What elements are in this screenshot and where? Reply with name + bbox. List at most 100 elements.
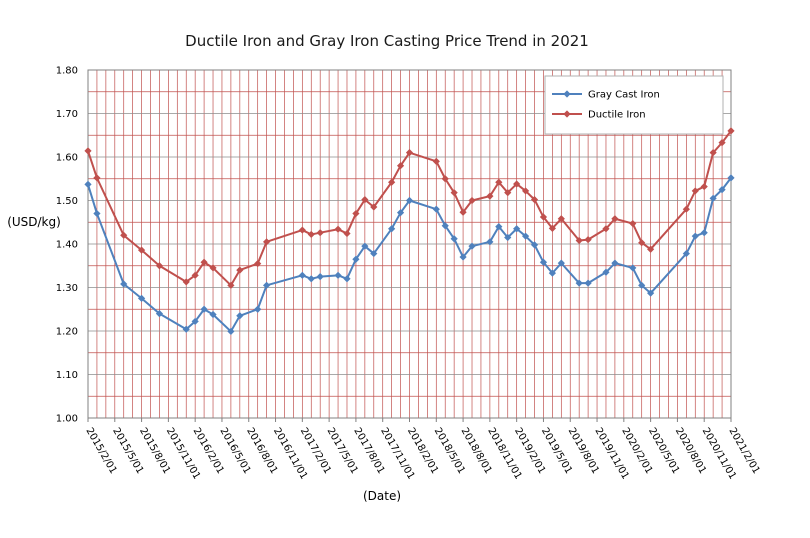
ductile-iron-point (486, 192, 494, 200)
y-tick-label: 1.80 (56, 66, 78, 77)
ductile-iron-point (200, 258, 208, 266)
ductile-iron-point (691, 187, 699, 195)
ductile-iron-point (155, 262, 164, 270)
ductile-iron-point (548, 224, 556, 232)
ductile-iron-point (584, 236, 592, 244)
gray-cast-iron-point (405, 196, 414, 205)
ductile-iron-point (334, 225, 342, 233)
ductile-iron-point (432, 157, 440, 165)
gray-cast-iron-point (432, 205, 440, 213)
y-axis-label: (USD/kg) (7, 215, 61, 229)
ductile-iron-point (539, 213, 548, 221)
ductile-iron-point (361, 196, 369, 204)
gray-cast-iron-point (611, 259, 619, 267)
gray-cast-iron-point (191, 317, 199, 326)
ductile-iron-point (468, 196, 476, 205)
gray-cast-iron-point (530, 241, 539, 249)
ductile-iron-point (298, 226, 306, 234)
gray-cast-iron-point (575, 279, 583, 287)
ductile-iron-point (120, 231, 128, 239)
gray-cast-iron-point (209, 310, 217, 319)
y-axis: 1.00 1.10 1.20 1.30 1.40 1.50 1.60 1.70 1.80 (56, 66, 78, 425)
gray-cast-iron-point (521, 232, 530, 240)
y-tick-label: 1.40 (56, 240, 78, 251)
gray-cast-iron-point (450, 235, 458, 243)
ductile-iron-point (236, 266, 244, 274)
gray-cast-iron-point (682, 249, 690, 258)
ductile-iron-point (254, 259, 262, 268)
ductile-iron-point (557, 215, 565, 223)
gray-cast-iron-point (638, 281, 646, 289)
gray-cast-iron-point (352, 255, 360, 263)
y-tick-label: 1.00 (56, 414, 78, 425)
ductile-iron-point (450, 189, 458, 197)
gray-cast-iron-point (504, 233, 512, 242)
y-tick-label: 1.50 (56, 196, 78, 207)
gray-cast-iron-point (227, 327, 235, 336)
gray-cast-iron-point (718, 186, 726, 194)
ductile-iron-point (513, 180, 521, 188)
ductile-iron-point (727, 127, 735, 135)
ductile-iron-point (307, 230, 315, 239)
gray-cast-iron-point (361, 242, 369, 250)
gray-cast-iron-point (298, 271, 306, 279)
y-tick-label: 1.20 (56, 327, 78, 338)
y-tick-label: 1.10 (56, 370, 78, 381)
ductile-iron-point (405, 149, 414, 157)
ductile-iron-point (700, 182, 708, 191)
ductile-iron-point (530, 196, 539, 204)
gray-cast-iron-point (388, 225, 396, 233)
gray-cast-iron-point (691, 232, 699, 240)
ductile-iron-point (209, 264, 217, 272)
y-tick-label: 1.30 (56, 283, 78, 294)
x-axis-label: (Date) (363, 489, 401, 503)
gray-cast-iron-point (557, 259, 565, 267)
ductile-iron-point (316, 229, 324, 237)
ductile-iron-point (352, 209, 360, 218)
legend-label-ductile-iron: Ductile Iron (588, 110, 646, 121)
ductile-iron-point (191, 271, 199, 279)
gray-cast-iron-point (459, 253, 467, 261)
x-axis: 2015/2/012015/5/012015/8/012015/11/01201… (83, 418, 762, 481)
legend-label-gray-cast-iron: Gray Cast Iron (588, 90, 660, 101)
gray-cast-iron-point (307, 275, 315, 283)
ductile-iron-point (575, 236, 583, 245)
ductile-iron-point (370, 203, 378, 211)
ductile-iron-point (459, 208, 467, 216)
gray-cast-iron-point (513, 225, 521, 233)
ductile-iron-point (718, 139, 726, 147)
legend-swatch-marker-gray-cast-iron (563, 90, 571, 98)
gray-cast-iron-point (700, 229, 708, 237)
gray-cast-iron-point (137, 294, 146, 302)
gray-cast-iron-point (647, 289, 655, 297)
ductile-iron-point (182, 278, 190, 286)
gray-cast-iron-point (370, 249, 378, 258)
y-tick-label: 1.60 (56, 153, 78, 164)
series-layer (84, 127, 735, 336)
gray-cast-iron-point (396, 209, 405, 217)
gray-cast-iron-point (629, 264, 637, 272)
ductile-iron-point (137, 246, 146, 254)
gray-cast-iron-point (93, 209, 101, 218)
gray-cast-iron-point (539, 258, 548, 266)
legend: Gray Cast Iron Ductile Iron (544, 75, 724, 135)
ductile-iron-point (682, 205, 690, 213)
gray-cast-iron-point (120, 280, 128, 288)
ductile-iron-point (93, 174, 101, 182)
gray-cast-iron-point (316, 273, 324, 281)
gray-cast-iron-point (486, 238, 494, 246)
ductile-iron-point (647, 245, 655, 253)
gray-cast-iron-point (263, 281, 271, 289)
chart-title: Ductile Iron and Gray Iron Casting Price… (185, 32, 589, 50)
ductile-iron-point (504, 189, 512, 197)
ductile-iron-point (629, 219, 637, 228)
ductile-iron-point (602, 225, 610, 233)
gray-cast-iron-point (495, 223, 503, 231)
ductile-iron-point (521, 187, 530, 195)
gray-cast-iron-point (727, 174, 735, 182)
ductile-iron-point (396, 162, 405, 170)
gray-cast-iron-point (182, 325, 190, 333)
gray-cast-iron-point (468, 242, 476, 250)
gray-cast-iron-point (548, 269, 556, 277)
